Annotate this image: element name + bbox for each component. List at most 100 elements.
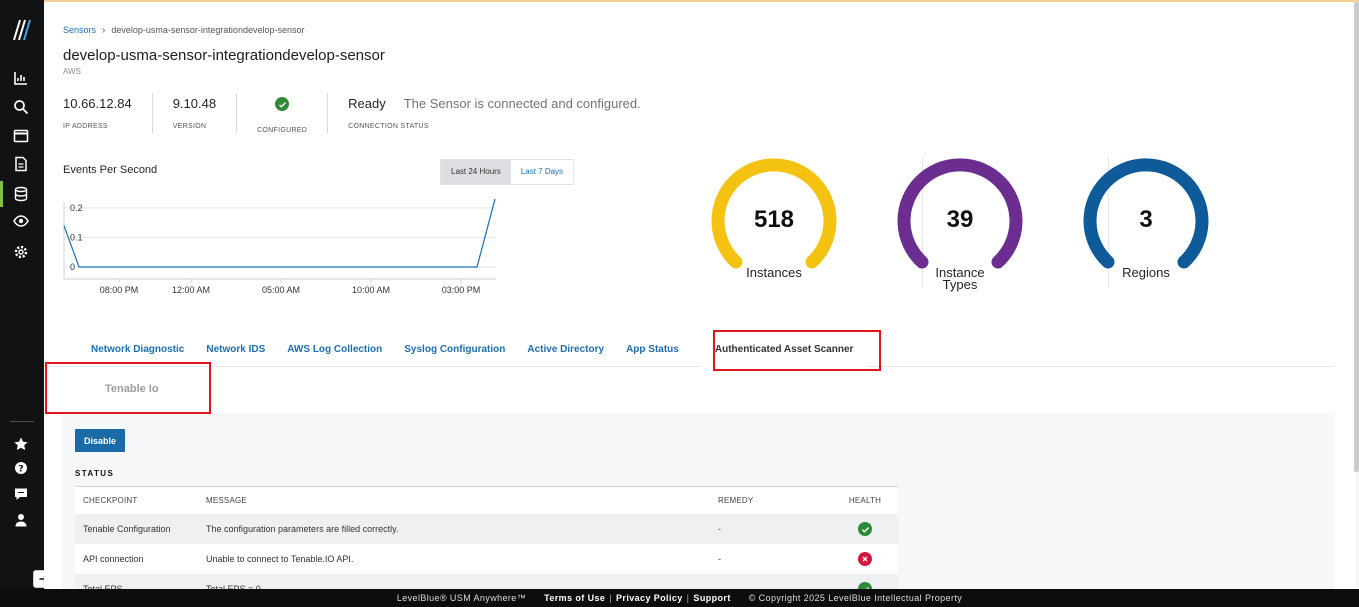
tab-network-ids[interactable]: Network IDS bbox=[206, 344, 266, 355]
breadcrumb: Sensors › develop-usma-sensor-integratio… bbox=[63, 24, 305, 37]
gauge-divider bbox=[1108, 158, 1109, 288]
health-error-x-icon bbox=[858, 552, 872, 566]
gauge-divider bbox=[922, 158, 923, 288]
gauge-instance-types-label: Instance Types bbox=[935, 265, 985, 292]
table-row: Total EPS Total EPS = 0 bbox=[75, 574, 898, 589]
footer-support-link[interactable]: Support bbox=[693, 593, 731, 603]
dashboard-chart-icon[interactable] bbox=[13, 70, 29, 86]
time-range-toggle: Last 24 Hours Last 7 Days bbox=[440, 159, 575, 185]
eps-line-chart: 0 0.1 0.2 08:00 PM 12:00 AM 05:00 AM 10:00 AM 0… bbox=[63, 198, 496, 295]
user-icon[interactable] bbox=[13, 512, 29, 528]
health-cell bbox=[845, 544, 885, 574]
page-scrollbar[interactable] bbox=[1354, 2, 1359, 472]
eps-chart-title: Events Per Second bbox=[63, 164, 158, 176]
stat-version: 9.10.48 VERSION bbox=[172, 93, 238, 133]
breadcrumb-current: develop-usma-sensor-integrationdevelop-s… bbox=[111, 24, 305, 35]
message-cell: The configuration parameters are filled … bbox=[206, 524, 399, 534]
tab-network-diagnostic[interactable]: Network Diagnostic bbox=[91, 344, 185, 355]
footer-copyright: © Copyright 2025 LevelBlue Intellectual … bbox=[748, 593, 963, 603]
chart-x-tick-label: 10:00 AM bbox=[352, 285, 390, 295]
page-title: develop-usma-sensor-integrationdevelop-s… bbox=[63, 47, 385, 64]
health-cell bbox=[845, 514, 885, 544]
version-label: VERSION bbox=[172, 123, 207, 130]
ip-address-value: 10.66.12.84 bbox=[63, 96, 132, 111]
eps-series-line bbox=[63, 198, 496, 268]
page-subtitle: AWS bbox=[63, 67, 81, 76]
sensor-gauges: 518 Instances 39 Instance Types 3 Region… bbox=[694, 158, 1254, 298]
status-table-header: CHECKPOINT MESSAGE REMEDY HEALTH bbox=[75, 486, 898, 514]
column-checkpoint: CHECKPOINT bbox=[83, 496, 138, 505]
levelblue-logo-icon[interactable] bbox=[10, 18, 34, 42]
sensor-stats: 10.66.12.84 IP ADDRESS 9.10.48 VERSION C… bbox=[63, 93, 681, 134]
stat-configured: CONFIGURED bbox=[257, 93, 329, 134]
configured-label: CONFIGURED bbox=[257, 127, 308, 134]
breadcrumb-sensors-link[interactable]: Sensors bbox=[63, 24, 97, 35]
footer-privacy-link[interactable]: Privacy Policy bbox=[616, 593, 683, 603]
gauge-regions-label: Regions bbox=[1122, 265, 1170, 280]
footer-product: LevelBlue® USM Anywhere™ bbox=[396, 593, 527, 603]
subtab-tenable-io[interactable]: Tenable Io bbox=[62, 367, 208, 413]
tabs-divider bbox=[44, 366, 1334, 367]
status-heading: STATUS bbox=[75, 469, 115, 478]
remedy-cell: - bbox=[718, 554, 721, 564]
star-icon[interactable] bbox=[13, 436, 29, 452]
disable-button[interactable]: Disable bbox=[75, 429, 125, 452]
column-message: MESSAGE bbox=[206, 496, 247, 505]
window-icon[interactable] bbox=[13, 128, 29, 144]
table-row: API connection Unable to connect to Tena… bbox=[75, 544, 898, 574]
chart-x-tick-label: 05:00 AM bbox=[262, 285, 300, 295]
health-ok-check-icon bbox=[858, 522, 872, 536]
message-cell: Total EPS = 0 bbox=[206, 584, 261, 589]
checkpoint-cell: Total EPS bbox=[83, 584, 123, 589]
chart-y-tick-label: 0.1 bbox=[70, 232, 83, 242]
main-panel: Sensors › develop-usma-sensor-integratio… bbox=[44, 2, 1356, 589]
settings-gear-icon[interactable] bbox=[13, 244, 29, 260]
tab-active-directory[interactable]: Active Directory bbox=[527, 344, 605, 355]
eye-icon[interactable] bbox=[13, 213, 29, 229]
connection-status-description: The Sensor is connected and configured. bbox=[403, 96, 641, 111]
chart-x-tick-label: 08:00 PM bbox=[100, 285, 139, 295]
range-last-24-hours[interactable]: Last 24 Hours bbox=[441, 160, 511, 184]
subtab-tenable-io-label: Tenable Io bbox=[105, 383, 159, 395]
gauge-regions-value: 3 bbox=[1139, 206, 1153, 233]
message-cell: Unable to connect to Tenable.IO API. bbox=[206, 554, 354, 564]
footer: LevelBlue® USM Anywhere™ Terms of Use | … bbox=[0, 589, 1359, 607]
gauge-instance-types-value: 39 bbox=[946, 206, 974, 233]
left-nav-rail: ? bbox=[0, 0, 55, 589]
chat-icon[interactable] bbox=[13, 486, 29, 502]
status-table: CHECKPOINT MESSAGE REMEDY HEALTH Tenable… bbox=[75, 486, 898, 589]
gauge-instances: 518 Instances bbox=[694, 158, 880, 298]
active-nav-indicator bbox=[0, 181, 3, 207]
stat-connection-status: Ready The Sensor is connected and configu… bbox=[348, 93, 661, 133]
help-icon[interactable]: ? bbox=[13, 460, 29, 476]
tab-authenticated-asset-scanner[interactable]: Authenticated Asset Scanner bbox=[699, 332, 869, 368]
svg-text:?: ? bbox=[18, 465, 23, 475]
breadcrumb-chevron-icon: › bbox=[102, 25, 106, 36]
checkpoint-cell: API connection bbox=[83, 554, 144, 564]
configured-check-icon bbox=[275, 97, 290, 111]
gauge-regions: 3 Regions bbox=[1066, 158, 1252, 298]
connection-status-value: Ready bbox=[348, 96, 386, 111]
tab-aws-log-collection[interactable]: AWS Log Collection bbox=[287, 344, 383, 355]
ip-address-label: IP ADDRESS bbox=[63, 123, 108, 130]
tab-syslog-configuration[interactable]: Syslog Configuration bbox=[404, 344, 506, 355]
stat-ip-address: 10.66.12.84 IP ADDRESS bbox=[63, 93, 153, 133]
column-remedy: REMEDY bbox=[718, 496, 754, 505]
gauge-instance-types: 39 Instance Types bbox=[880, 158, 1066, 298]
table-row: Tenable Configuration The configuration … bbox=[75, 514, 898, 544]
footer-terms-link[interactable]: Terms of Use bbox=[544, 593, 606, 603]
gauge-regions-ring bbox=[1083, 158, 1209, 269]
tab-app-status[interactable]: App Status bbox=[626, 344, 679, 355]
gauge-instances-ring bbox=[711, 158, 837, 269]
document-icon[interactable] bbox=[13, 156, 29, 172]
column-health: HEALTH bbox=[848, 496, 882, 505]
database-icon[interactable] bbox=[13, 186, 29, 202]
gauge-instance-types-ring bbox=[897, 158, 1023, 269]
range-last-7-days[interactable]: Last 7 Days bbox=[510, 160, 574, 184]
sensor-tabs: Network Diagnostic Network IDS AWS Log C… bbox=[80, 332, 869, 368]
search-icon[interactable] bbox=[13, 99, 29, 115]
chart-y-tick-label: 0 bbox=[70, 262, 75, 272]
gauge-instances-value: 518 bbox=[753, 206, 795, 233]
gauge-instances-label: Instances bbox=[746, 265, 802, 280]
health-ok-check-icon bbox=[858, 582, 872, 589]
